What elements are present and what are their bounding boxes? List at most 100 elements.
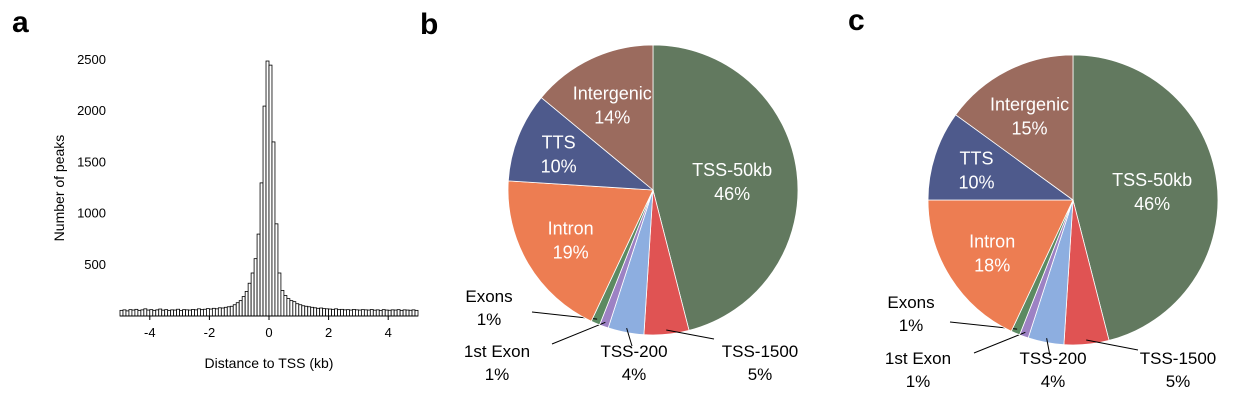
histogram-bar bbox=[244, 291, 249, 317]
slice-pct-label: 10% bbox=[958, 173, 994, 193]
leader-line bbox=[551, 321, 606, 345]
histogram-bar bbox=[280, 289, 285, 317]
histogram-bar bbox=[220, 307, 225, 317]
leader-line bbox=[1086, 339, 1139, 351]
histogram-bar bbox=[298, 304, 303, 317]
histogram-bar bbox=[182, 309, 186, 317]
histogram-bar bbox=[256, 233, 261, 317]
histogram-bar bbox=[322, 308, 327, 317]
histogram-chart: 500 1000 1500 2000 2500 -4 -2 0 2 4 Distance to TS… bbox=[51, 52, 419, 371]
y-tick-label: 2500 bbox=[77, 52, 106, 67]
pie-chart-b: TSS-50kb 46% TSS-1500 5% TSS-200 4% 1st Exon 1%… bbox=[464, 44, 799, 384]
slice-pct-label: 46% bbox=[714, 184, 750, 204]
histogram-bar bbox=[229, 305, 234, 317]
slice-label: 1st Exon bbox=[885, 349, 951, 368]
histogram-bar bbox=[137, 309, 142, 317]
slice-pct-label: 5% bbox=[748, 365, 773, 384]
histogram-bar bbox=[399, 309, 404, 317]
leader-line bbox=[626, 328, 633, 347]
histogram-bar bbox=[355, 309, 359, 317]
leader-line bbox=[666, 329, 715, 340]
histogram-bar bbox=[146, 309, 151, 317]
histogram-bar bbox=[405, 309, 410, 317]
slice-pct-label: 1% bbox=[477, 310, 502, 329]
histogram-bar bbox=[369, 309, 374, 317]
histogram-bar bbox=[179, 309, 183, 317]
histogram-bar bbox=[149, 309, 154, 317]
histogram-bar bbox=[319, 307, 324, 317]
histogram-bar bbox=[176, 308, 180, 317]
x-tick-label: -4 bbox=[144, 325, 156, 340]
panel-letter-b: b bbox=[420, 8, 438, 41]
slice-pct-label: 4% bbox=[622, 365, 647, 384]
x-tick-label: 0 bbox=[265, 325, 272, 340]
slice-label: TSS-1500 bbox=[722, 342, 799, 361]
histogram-bar bbox=[268, 64, 273, 317]
pie-chart-c: TSS-50kb 46% TSS-1500 5% TSS-200 4% 1st Exon 1%… bbox=[885, 54, 1219, 391]
slice-label: Intron bbox=[548, 219, 594, 239]
histogram-bar bbox=[307, 306, 312, 317]
histogram-bar bbox=[334, 308, 338, 317]
slice-pct-label: 4% bbox=[1041, 372, 1066, 391]
histogram-bar bbox=[206, 308, 210, 317]
histogram-bar bbox=[408, 309, 413, 317]
histogram-bar bbox=[262, 105, 267, 317]
slice-pct-label: 18% bbox=[974, 255, 1010, 275]
histogram-bar bbox=[366, 309, 371, 317]
histogram-bar bbox=[375, 309, 380, 317]
slice-pct-label: 1% bbox=[485, 365, 510, 384]
y-axis-title: Number of peaks bbox=[51, 135, 67, 242]
histogram-bar bbox=[402, 309, 407, 317]
histogram-bar bbox=[378, 309, 383, 317]
y-tick-label: 1500 bbox=[77, 154, 106, 169]
histogram-bar bbox=[381, 309, 386, 317]
histogram-bar bbox=[232, 304, 237, 317]
histogram-bar bbox=[277, 272, 282, 317]
histogram-bar bbox=[372, 309, 377, 317]
x-tick-label: -2 bbox=[204, 325, 216, 340]
histogram-bar bbox=[295, 303, 300, 317]
histogram-bar bbox=[203, 308, 207, 317]
histogram-bar bbox=[217, 307, 222, 317]
histogram-bar bbox=[337, 309, 341, 317]
slice-pct-label: 46% bbox=[1134, 194, 1170, 214]
slice-label: Exons bbox=[465, 287, 512, 306]
slice-label: Intergenic bbox=[990, 95, 1069, 115]
histogram-bar bbox=[134, 308, 139, 317]
pie-slice-intron bbox=[507, 180, 654, 322]
leader-line bbox=[1046, 338, 1051, 357]
histogram-bar bbox=[158, 308, 163, 317]
histogram-bar bbox=[384, 309, 389, 317]
slice-pct-label: 1% bbox=[899, 316, 924, 335]
histogram-bar bbox=[185, 309, 189, 317]
histogram-bar bbox=[131, 309, 136, 317]
slice-label: 1st Exon bbox=[464, 342, 530, 361]
histogram-bar bbox=[197, 308, 201, 317]
histogram-bar bbox=[200, 309, 204, 317]
histogram-bar bbox=[340, 308, 344, 317]
histogram-bar bbox=[253, 258, 258, 317]
slice-label: TSS-200 bbox=[1019, 349, 1086, 368]
histogram-bar bbox=[387, 309, 392, 317]
histogram-bar bbox=[310, 306, 315, 317]
slice-label: TSS-1500 bbox=[1140, 349, 1217, 368]
pie-slice-intron bbox=[927, 199, 1074, 332]
histogram-bar bbox=[173, 309, 178, 317]
histogram-bar bbox=[223, 306, 228, 317]
slice-pct-label: 14% bbox=[594, 107, 630, 127]
slice-pct-label: 1% bbox=[906, 372, 931, 391]
histogram-bar bbox=[349, 309, 353, 317]
histogram-bar bbox=[265, 60, 270, 317]
histogram-bar bbox=[390, 309, 395, 317]
histogram-bar bbox=[313, 307, 318, 317]
histogram-bar bbox=[274, 223, 279, 317]
histogram-bar bbox=[143, 308, 148, 317]
x-tick-label: 4 bbox=[385, 325, 392, 340]
pie-slice-tss-50kb bbox=[1072, 54, 1219, 341]
y-tick-label: 2000 bbox=[77, 103, 106, 118]
slice-pct-label: 15% bbox=[1012, 119, 1048, 139]
histogram-bar bbox=[343, 309, 347, 317]
histogram-bar bbox=[140, 309, 145, 317]
histogram-bar bbox=[128, 309, 133, 317]
